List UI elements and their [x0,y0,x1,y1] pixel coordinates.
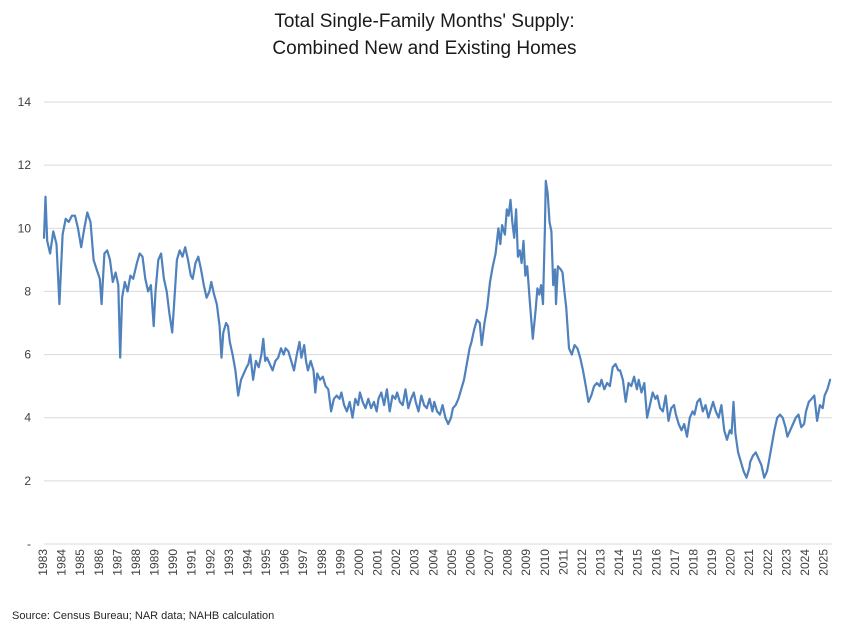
source-note: Source: Census Bureau; NAR data; NAHB ca… [12,610,275,622]
x-tick-label: 1983 [36,549,50,576]
y-tick-label: 4 [24,411,31,425]
x-tick-label: 2001 [371,549,385,576]
x-tick-label: 1986 [92,549,106,576]
x-tick-label: 2019 [705,549,719,576]
x-tick-label: 2009 [519,549,533,576]
x-tick-label: 2020 [724,549,738,576]
x-tick-label: 2004 [426,549,440,576]
x-tick-label: 2002 [389,549,403,576]
y-tick-label: 2 [24,474,31,488]
x-tick-label: 2016 [649,549,663,576]
x-tick-label: 2006 [463,549,477,576]
x-tick-label: 1987 [110,549,124,576]
gridlines [44,101,832,545]
x-tick-label: 2013 [594,549,608,576]
y-tick-label: 6 [24,348,31,362]
x-tick-label: 2014 [612,549,626,576]
x-tick-label: 2021 [742,549,756,576]
chart-title: Total Single-Family Months' Supply: [274,11,575,32]
x-tick-label: 2010 [538,549,552,576]
x-tick-label: 1991 [185,549,199,576]
y-tick-label: 10 [18,221,32,235]
x-tick-label: 2024 [798,549,812,576]
y-tick-label: 8 [24,284,31,298]
x-tick-label: 1993 [222,549,236,576]
x-tick-label: 1992 [203,549,217,576]
x-tick-label: 1996 [278,549,292,576]
x-tick-label: 1998 [315,549,329,576]
chart-title-block: Total Single-Family Months' Supply: Comb… [0,8,849,62]
x-axis-ticks: 1983 1984 1985 1986 1987 1988 1989 1990 1991 1992… [36,549,831,576]
x-tick-label: 2000 [352,549,366,576]
y-tick-label: 14 [18,95,32,109]
x-tick-label: 2017 [668,549,682,576]
x-tick-label: 2007 [482,549,496,576]
y-axis-ticks: - 2 4 6 8 10 12 14 [18,95,32,551]
x-tick-label: 2012 [575,549,589,576]
y-tick-label: - [27,537,31,551]
x-tick-label: 1985 [73,549,87,576]
x-tick-label: 1984 [55,549,69,576]
x-tick-label: 2018 [686,549,700,576]
chart-subtitle: Combined New and Existing Homes [272,38,577,59]
x-tick-label: 1989 [148,549,162,576]
series-group [42,179,832,479]
x-tick-label: 2023 [779,549,793,576]
x-tick-label: 1997 [296,549,310,576]
x-tick-label: 2022 [761,549,775,576]
x-tick-label: 1995 [259,549,273,576]
x-tick-label: 1994 [240,549,254,576]
y-tick-label: 12 [18,158,32,172]
x-tick-label: 1999 [333,549,347,576]
x-tick-label: 1988 [129,549,143,576]
x-tick-label: 2003 [408,549,422,576]
x-tick-label: 2005 [445,549,459,576]
x-tick-label: 2015 [631,549,645,576]
x-tick-label: 2011 [556,549,570,575]
x-tick-label: 2025 [817,549,831,576]
series-line-0 [42,179,832,479]
x-tick-label: 2008 [501,549,515,576]
x-tick-label: 1990 [166,549,180,576]
